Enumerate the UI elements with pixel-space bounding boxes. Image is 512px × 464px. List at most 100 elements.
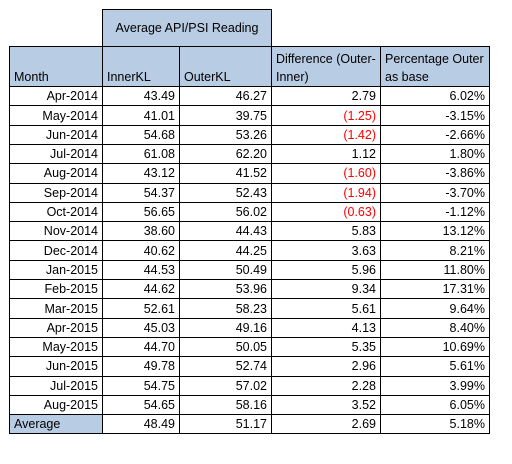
cell-diff[interactable]: 2.79	[271, 86, 381, 107]
table-row: Jun-2015 49.78 52.74 2.96 5.61%	[9, 356, 490, 377]
cell-pct[interactable]: 6.02%	[380, 86, 490, 107]
cell-month[interactable]: Feb-2015	[9, 279, 103, 300]
cell-month[interactable]: Jun-2015	[9, 356, 103, 377]
cell-outer[interactable]: 58.23	[179, 298, 272, 319]
average-pct[interactable]: 5.18%	[380, 414, 490, 435]
cell-outer[interactable]: 53.26	[179, 124, 272, 145]
cell-outer[interactable]: 50.05	[179, 336, 272, 358]
cell-month[interactable]: Jul-2014	[9, 143, 103, 165]
cell-diff[interactable]: (1.60)	[271, 163, 381, 184]
cell-month[interactable]: Aug-2015	[9, 394, 103, 416]
cell-month[interactable]: Apr-2015	[9, 317, 103, 338]
cell-diff[interactable]: 2.96	[271, 356, 381, 377]
cell-inner[interactable]: 52.61	[102, 298, 180, 319]
cell-inner[interactable]: 56.65	[102, 201, 180, 223]
cell-inner[interactable]: 41.01	[102, 105, 180, 126]
header-diff[interactable]: Difference (Outer-Inner)	[271, 46, 381, 88]
cell-diff[interactable]: (1.94)	[271, 182, 381, 203]
cell-pct[interactable]: 1.80%	[380, 143, 490, 165]
cell-pct[interactable]: 17.31%	[380, 279, 490, 300]
cell-month[interactable]: Aug-2014	[9, 163, 103, 184]
cell-pct[interactable]: 6.05%	[380, 394, 490, 416]
cell-inner[interactable]: 49.78	[102, 356, 180, 377]
cell-month[interactable]: Jul-2015	[9, 375, 103, 396]
cell-inner[interactable]: 44.70	[102, 336, 180, 358]
cell-outer[interactable]: 46.27	[179, 86, 272, 107]
average-diff[interactable]: 2.69	[271, 414, 381, 435]
cell-inner[interactable]: 54.37	[102, 182, 180, 203]
cell-month[interactable]: Dec-2014	[9, 240, 103, 261]
cell-pct[interactable]: 8.40%	[380, 317, 490, 338]
cell-pct[interactable]: 5.61%	[380, 356, 490, 377]
cell-pct[interactable]: -3.86%	[380, 163, 490, 184]
cell-outer[interactable]: 62.20	[179, 143, 272, 165]
cell-inner[interactable]: 44.53	[102, 259, 180, 281]
cell-pct[interactable]: 13.12%	[380, 221, 490, 242]
cell-inner[interactable]: 44.62	[102, 279, 180, 300]
cell-inner[interactable]: 54.68	[102, 124, 180, 145]
cell-pct[interactable]: 9.64%	[380, 298, 490, 319]
average-label[interactable]: Average	[9, 414, 103, 435]
cell-month[interactable]: Oct-2014	[9, 201, 103, 223]
header-inner[interactable]: InnerKL	[102, 46, 180, 88]
cell-diff[interactable]: 4.13	[271, 317, 381, 338]
cell-outer[interactable]: 52.43	[179, 182, 272, 203]
cell-inner[interactable]: 54.65	[102, 394, 180, 416]
cell-inner[interactable]: 38.60	[102, 221, 180, 242]
cell-diff[interactable]: (0.63)	[271, 201, 381, 223]
cell-diff[interactable]: (1.25)	[271, 105, 381, 126]
cell-diff[interactable]: 3.52	[271, 394, 381, 416]
cell-month[interactable]: Jun-2014	[9, 124, 103, 145]
cell-month[interactable]: Apr-2014	[9, 86, 103, 107]
cell-diff[interactable]: 1.12	[271, 143, 381, 165]
cell-diff[interactable]: 5.96	[271, 259, 381, 281]
cell-inner[interactable]: 43.49	[102, 86, 180, 107]
average-inner[interactable]: 48.49	[102, 414, 180, 435]
cell-outer[interactable]: 58.16	[179, 394, 272, 416]
cell-diff[interactable]: 2.28	[271, 375, 381, 396]
cell-month[interactable]: May-2014	[9, 105, 103, 126]
cell-month[interactable]: Jan-2015	[9, 259, 103, 281]
header-month[interactable]: Month	[9, 46, 103, 88]
cell-pct[interactable]: 11.80%	[380, 259, 490, 281]
cell-inner[interactable]: 40.62	[102, 240, 180, 261]
header-pct[interactable]: Percentage Outer as base	[380, 46, 490, 88]
cell-pct[interactable]: 8.21%	[380, 240, 490, 261]
cell-outer[interactable]: 57.02	[179, 375, 272, 396]
average-outer[interactable]: 51.17	[179, 414, 272, 435]
cell-pct[interactable]: 3.99%	[380, 375, 490, 396]
cell-pct[interactable]: -3.15%	[380, 105, 490, 126]
cell-outer[interactable]: 44.43	[179, 221, 272, 242]
cell-outer[interactable]: 49.16	[179, 317, 272, 338]
cell-outer[interactable]: 44.25	[179, 240, 272, 261]
cell-inner[interactable]: 54.75	[102, 375, 180, 396]
cell-outer[interactable]: 56.02	[179, 201, 272, 223]
cell-inner[interactable]: 61.08	[102, 143, 180, 165]
cell-pct[interactable]: 10.69%	[380, 336, 490, 358]
cell-outer[interactable]: 52.74	[179, 356, 272, 377]
cell-diff[interactable]: (1.42)	[271, 124, 381, 145]
cell-inner[interactable]: 43.12	[102, 163, 180, 184]
cell-month[interactable]: Mar-2015	[9, 298, 103, 319]
table-row: Jan-2015 44.53 50.49 5.96 11.80%	[9, 259, 490, 281]
cell-month[interactable]: May-2015	[9, 336, 103, 358]
cell-outer[interactable]: 53.96	[179, 279, 272, 300]
table-row: Jul-2015 54.75 57.02 2.28 3.99%	[9, 375, 490, 396]
cell-outer[interactable]: 50.49	[179, 259, 272, 281]
header-outer[interactable]: OuterKL	[179, 46, 272, 88]
cell-pct[interactable]: -1.12%	[380, 201, 490, 223]
cell-month[interactable]: Sep-2014	[9, 182, 103, 203]
cell-outer[interactable]: 41.52	[179, 163, 272, 184]
table-row: May-2015 44.70 50.05 5.35 10.69%	[9, 336, 490, 358]
cell-pct[interactable]: -2.66%	[380, 124, 490, 145]
cell-diff[interactable]: 5.83	[271, 221, 381, 242]
cell-diff[interactable]: 9.34	[271, 279, 381, 300]
cell-pct[interactable]: -3.70%	[380, 182, 490, 203]
cell-outer[interactable]: 39.75	[179, 105, 272, 126]
cell-diff[interactable]: 3.63	[271, 240, 381, 261]
cell-diff[interactable]: 5.35	[271, 336, 381, 358]
cell-inner[interactable]: 45.03	[102, 317, 180, 338]
cell-diff[interactable]: 5.61	[271, 298, 381, 319]
group-header-cell[interactable]: Average API/PSI Reading	[102, 8, 272, 48]
cell-month[interactable]: Nov-2014	[9, 221, 103, 242]
